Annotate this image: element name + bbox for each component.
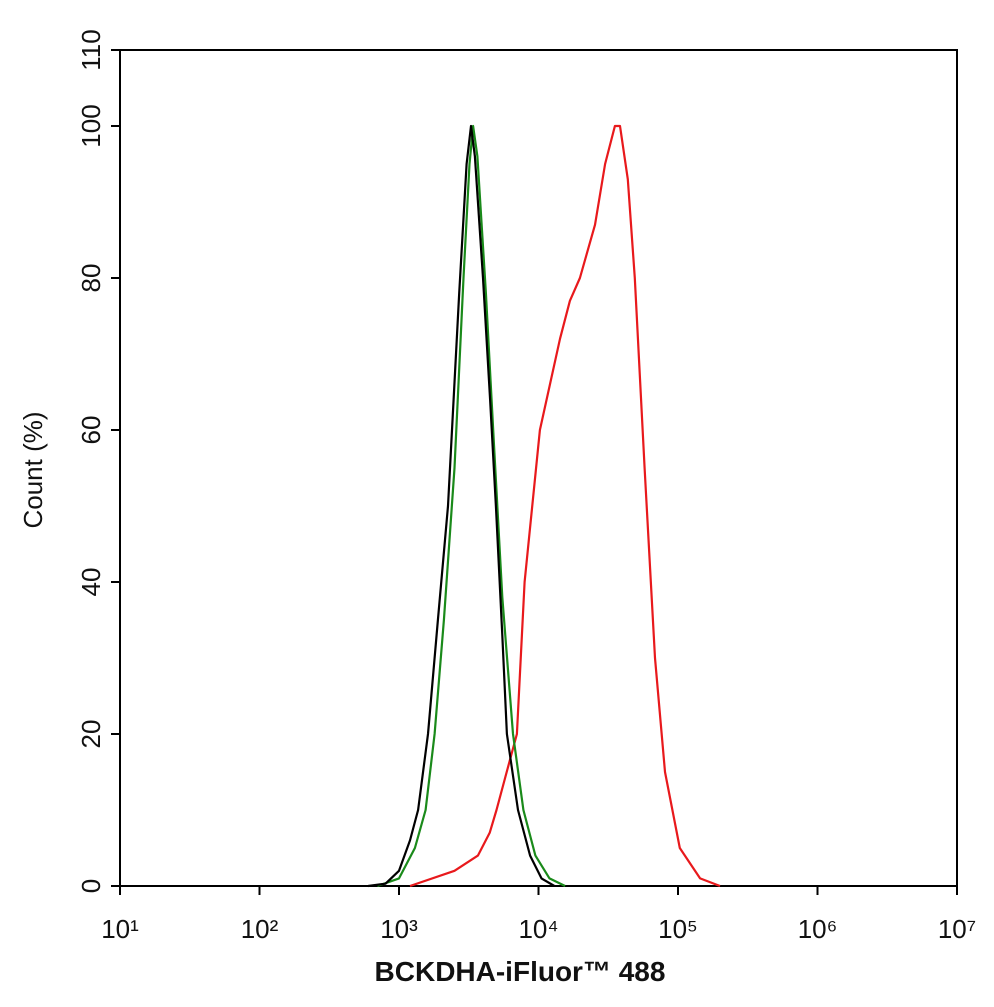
x-axis-label: BCKDHA-iFluor™ 488 xyxy=(375,956,666,987)
y-tick-label: 0 xyxy=(76,879,106,893)
y-tick-label: 40 xyxy=(76,568,106,597)
x-tick-label: 10⁴ xyxy=(518,914,558,944)
plot-frame xyxy=(119,49,958,887)
series-line xyxy=(377,124,566,888)
x-tick-label: 10² xyxy=(241,914,279,944)
x-tick-label: 10⁷ xyxy=(938,914,976,944)
y-tick-label: 110 xyxy=(76,29,106,70)
y-axis-label: Count (%) xyxy=(18,411,48,528)
x-tick-label: 10⁵ xyxy=(658,914,698,944)
x-tick-label: 10⁶ xyxy=(798,914,838,944)
y-tick-label: 20 xyxy=(76,720,106,749)
y-tick-label: 80 xyxy=(76,264,106,293)
series-line xyxy=(367,124,555,888)
series-line xyxy=(409,124,721,888)
x-tick-label: 10¹ xyxy=(101,914,139,944)
x-tick-label: 10³ xyxy=(380,914,418,944)
y-tick-label: 100 xyxy=(76,104,106,147)
y-tick-label: 60 xyxy=(76,416,106,445)
